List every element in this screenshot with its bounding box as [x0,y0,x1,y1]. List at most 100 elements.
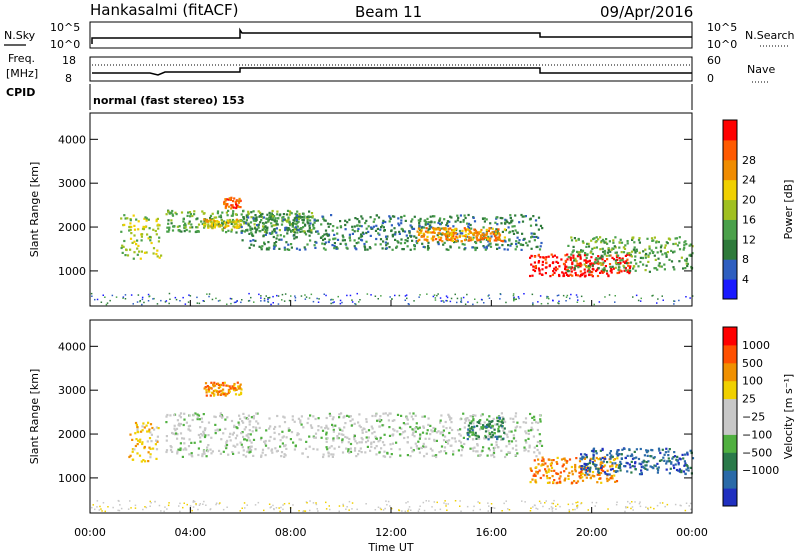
data-cell [423,246,427,249]
y-tick-label: 3000 [58,384,86,397]
speckle-cell [194,500,196,503]
data-cell [334,237,337,240]
data-cell [249,433,252,436]
data-cell [380,447,383,450]
data-cell [620,251,623,254]
data-cell [649,465,652,468]
data-cell [158,236,161,239]
data-cell [585,256,588,259]
data-cell [274,425,277,429]
data-cell [326,234,329,237]
data-cell [439,232,442,236]
data-cell [511,447,514,450]
data-cell [227,453,230,456]
data-cell [213,225,216,228]
data-cell [210,223,213,226]
data-cell [213,226,216,229]
data-cell [400,427,403,430]
data-cell [439,239,442,242]
data-cell [218,449,221,452]
data-cell [459,232,462,235]
data-cell [486,454,489,457]
speckle-cell [524,501,526,503]
data-cell [637,265,640,268]
speckle-cell [436,294,438,297]
data-cell [227,209,230,212]
data-cell [497,446,500,449]
speckle-cell [263,297,266,300]
data-cell [567,474,570,478]
data-cell [314,246,317,249]
data-cell [641,461,644,464]
data-cell [611,247,614,250]
data-cell [569,258,572,261]
data-cell [470,227,473,230]
data-cell [206,220,209,223]
data-cell [197,414,201,417]
data-cell [299,419,302,422]
data-cell [187,211,190,214]
data-cell [360,235,364,238]
data-cell [432,227,435,230]
data-cell [463,248,466,251]
data-cell [418,221,421,224]
speckle-cell [247,300,250,302]
data-cell [167,230,170,233]
colorbar-swatch [723,239,737,260]
data-cell [335,247,338,250]
data-cell [299,215,302,218]
data-cell [230,214,233,217]
speckle-cell [542,505,544,508]
data-cell [600,240,603,243]
speckle-cell [545,500,547,502]
data-cell [533,232,536,235]
data-cell [564,459,567,462]
data-cell [245,219,248,222]
data-cell [300,415,303,418]
data-cell [273,220,276,223]
data-cell [631,465,634,468]
data-cell [528,240,531,243]
data-cell [663,268,666,271]
data-cell [450,231,453,234]
speckle-cell [661,295,663,297]
speckle-cell [512,294,515,297]
data-cell [514,454,517,457]
data-cell [461,446,464,449]
data-cell [415,236,418,239]
data-cell [149,453,152,456]
data-cell [226,203,229,206]
data-cell [571,263,574,266]
data-cell [279,445,282,448]
data-cell [219,216,223,219]
data-cell [288,210,291,213]
data-cell [606,473,609,476]
data-cell [353,225,356,228]
data-cell [495,228,498,231]
data-cell [146,233,149,236]
data-cell [176,450,179,453]
data-cell [482,446,485,449]
speckle-cell [230,298,233,300]
data-cell [537,267,540,270]
data-cell [286,229,289,232]
data-cell [179,422,182,426]
speckle-cell [662,299,664,301]
data-cell [241,446,244,449]
data-cell [530,247,533,250]
data-cell [464,228,467,231]
data-cell [283,453,286,456]
data-cell [400,219,403,222]
data-cell [327,225,330,228]
data-cell [606,479,609,483]
data-cell [512,434,515,437]
data-cell [621,259,624,262]
speckle-cell [445,503,447,505]
data-cell [332,428,335,431]
speckle-cell [115,296,118,298]
data-cell [357,237,361,240]
data-cell [443,218,446,221]
data-cell [291,225,294,228]
data-cell [459,428,462,431]
data-cell [301,221,305,224]
